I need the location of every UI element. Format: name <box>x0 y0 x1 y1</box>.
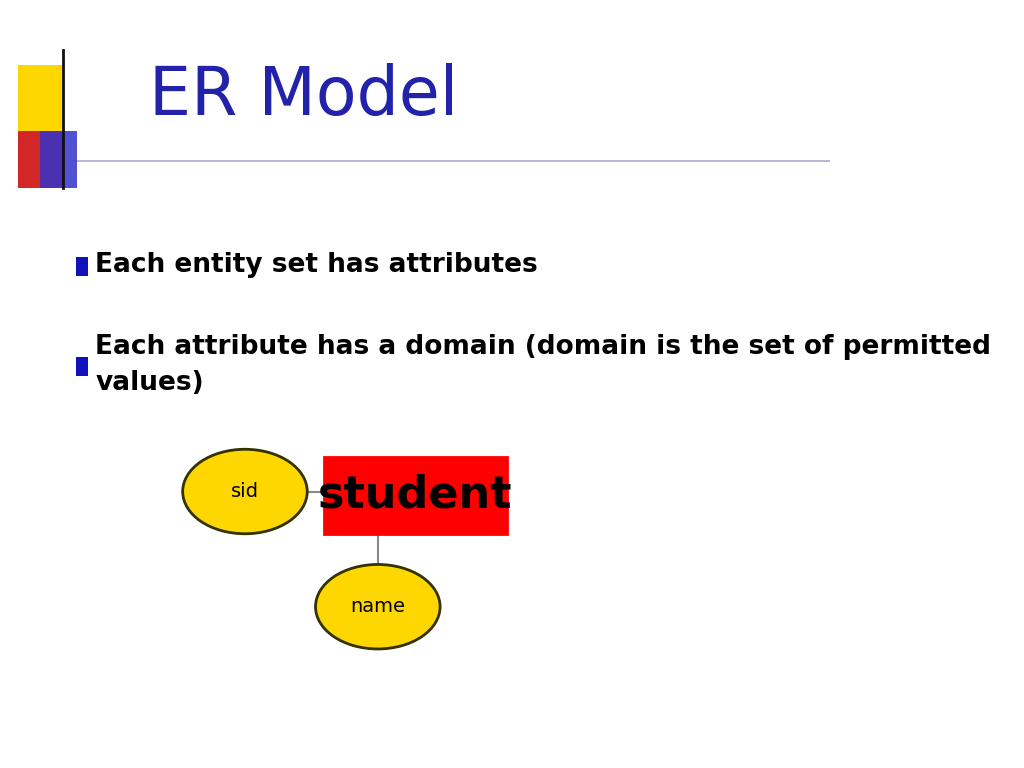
Text: student: student <box>317 474 512 517</box>
FancyBboxPatch shape <box>18 131 63 188</box>
Ellipse shape <box>182 449 307 534</box>
FancyBboxPatch shape <box>77 257 88 276</box>
Text: Each attribute has a domain (domain is the set of permitted
values): Each attribute has a domain (domain is t… <box>95 334 991 396</box>
Text: sid: sid <box>231 482 259 501</box>
Text: ER Model: ER Model <box>150 63 459 129</box>
FancyBboxPatch shape <box>324 457 507 534</box>
Ellipse shape <box>315 564 440 649</box>
FancyBboxPatch shape <box>18 65 63 131</box>
Text: name: name <box>350 598 406 616</box>
Text: Each entity set has attributes: Each entity set has attributes <box>95 252 539 278</box>
FancyBboxPatch shape <box>77 357 88 376</box>
FancyBboxPatch shape <box>40 131 77 188</box>
